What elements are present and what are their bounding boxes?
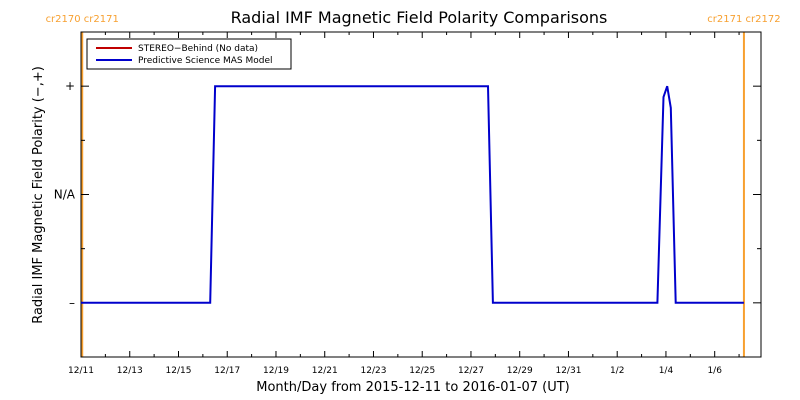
x-tick-label: 12/13 xyxy=(117,366,143,376)
plot-frame xyxy=(80,31,762,358)
x-tick-label: 12/25 xyxy=(409,366,435,376)
y-tick-label: – xyxy=(69,296,75,310)
x-tick-label: 12/17 xyxy=(214,366,240,376)
x-tick-label: 12/29 xyxy=(507,366,533,376)
carrington-label: cr2170 cr2171 xyxy=(46,14,119,25)
carrington-label: cr2171 cr2172 xyxy=(707,14,780,25)
x-tick-label: 1/4 xyxy=(659,366,674,376)
x-tick-label: 12/19 xyxy=(263,366,289,376)
legend-label-mas-model: Predictive Science MAS Model xyxy=(138,56,273,66)
series-line-1 xyxy=(81,85,744,304)
x-tick-label: 12/11 xyxy=(68,366,94,376)
chart-title: Radial IMF Magnetic Field Polarity Compa… xyxy=(231,8,608,27)
y-tick-label: N/A xyxy=(54,188,76,202)
legend-box xyxy=(86,38,292,70)
x-tick-label: 1/2 xyxy=(610,366,624,376)
y-tick-label: + xyxy=(65,79,75,93)
x-tick-label: 12/31 xyxy=(555,366,581,376)
x-tick-label: 12/15 xyxy=(166,366,192,376)
legend: STEREO−Behind (No data) Predictive Scien… xyxy=(86,38,292,70)
x-axis-label: Month/Day from 2015-12-11 to 2016-01-07 … xyxy=(256,380,569,395)
x-tick-label: 1/6 xyxy=(707,366,722,376)
x-tick-label: 12/27 xyxy=(458,366,484,376)
y-axis-ticks: + N/A – xyxy=(54,31,761,358)
legend-label-stereo-behind: STEREO−Behind (No data) xyxy=(138,44,258,54)
x-tick-label: 12/21 xyxy=(312,366,338,376)
y-axis-label: Radial IMF Magnetic Field Polarity (−,+) xyxy=(31,66,46,324)
x-tick-label: 12/23 xyxy=(361,366,387,376)
carrington-marker-right: cr2171 cr2172 xyxy=(707,14,781,357)
x-axis-ticks: 12/11 12/13 12/15 12/17 12/19 12/21 12/23 12/25… xyxy=(68,32,740,376)
series-layer xyxy=(81,85,744,304)
